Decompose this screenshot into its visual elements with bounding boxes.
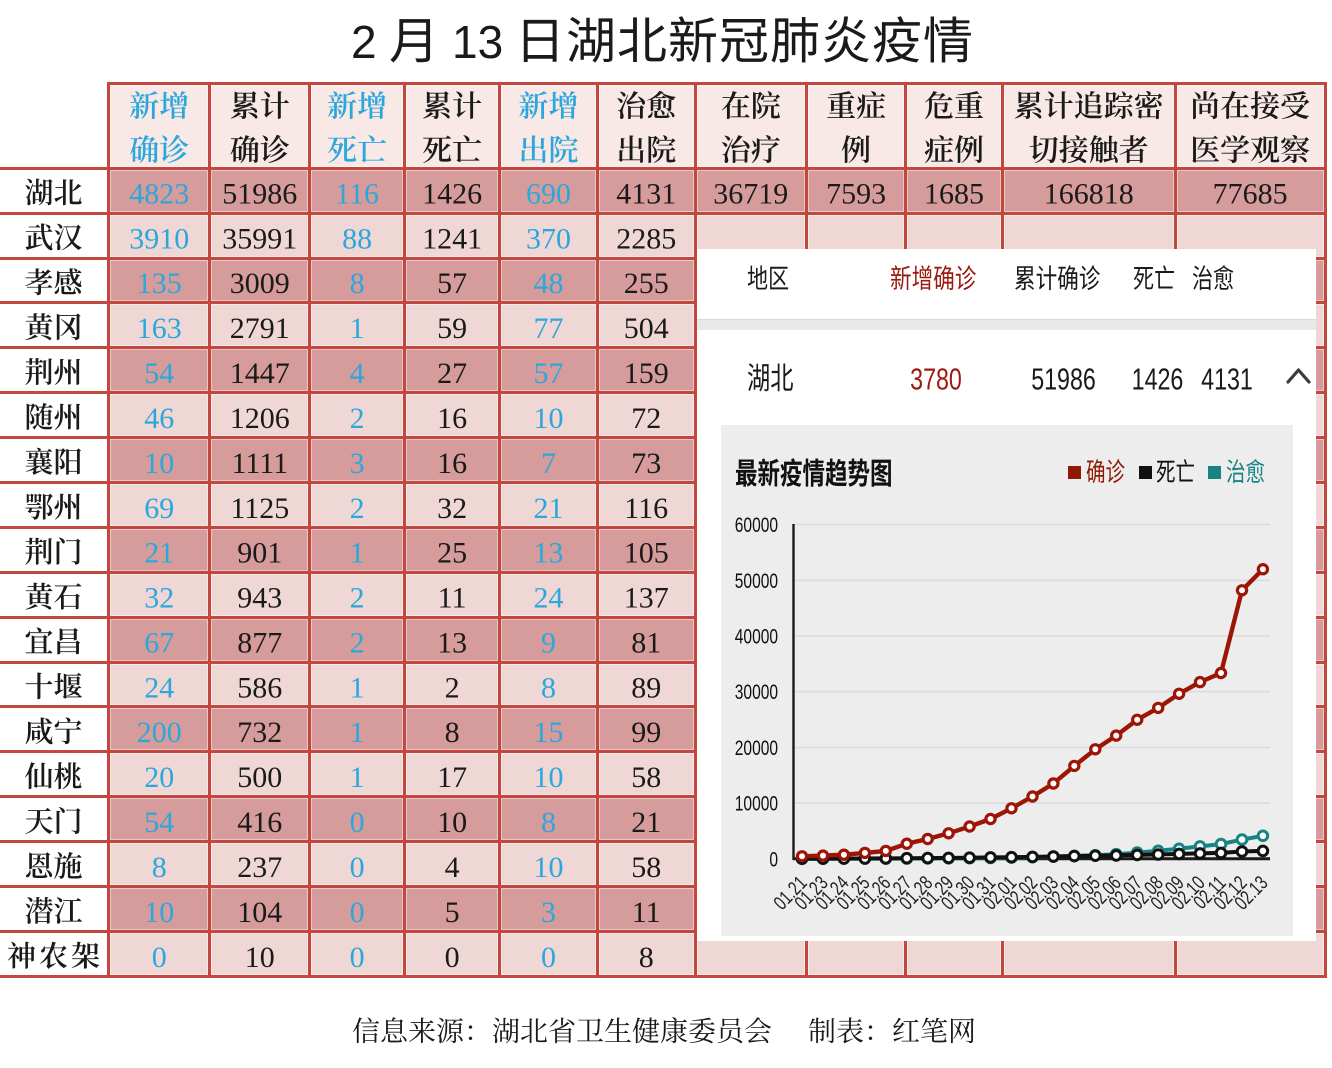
- svg-text:13: 13: [452, 16, 503, 68]
- svg-text:2: 2: [351, 16, 377, 68]
